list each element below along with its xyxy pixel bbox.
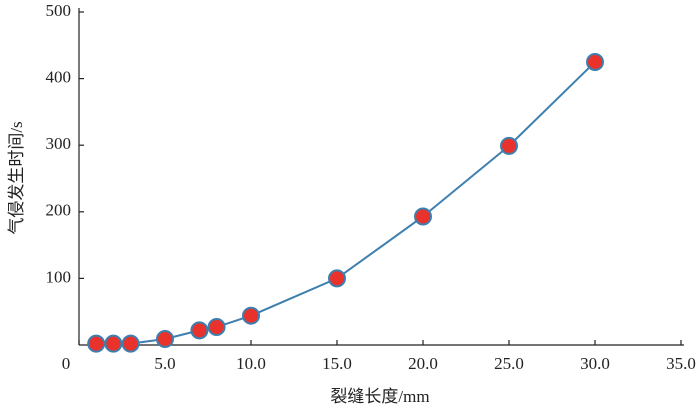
marker	[500, 136, 518, 155]
marker	[242, 306, 260, 325]
marker	[586, 52, 604, 71]
line	[96, 61, 596, 345]
x-tick-label: 25.0	[494, 354, 524, 373]
x-tick-label: 35.0	[666, 354, 696, 373]
y-tick-label: 400	[46, 68, 72, 87]
y-axis-title: 气侵发生时间/s	[7, 121, 26, 234]
x-tick-label: 0	[62, 354, 71, 373]
x-tick-label: 15.0	[322, 354, 352, 373]
y-tick-label: 200	[46, 201, 72, 220]
x-axis-title: 裂缝长度/mm	[330, 387, 429, 406]
x-tick-label: 5.0	[154, 354, 175, 373]
marker	[328, 269, 346, 288]
marker	[87, 334, 106, 353]
y-tick-label: 500	[46, 1, 72, 20]
marker	[121, 334, 140, 353]
y-tick-label: 100	[46, 267, 72, 286]
marker	[104, 334, 123, 353]
marker	[207, 318, 226, 337]
x-tick-label: 30.0	[580, 354, 610, 373]
marker	[156, 330, 174, 349]
marker	[414, 207, 432, 226]
x-tick-label: 20.0	[408, 354, 438, 373]
marker	[190, 321, 209, 340]
y-tick-label: 300	[46, 134, 72, 153]
x-tick-label: 10.0	[236, 354, 266, 373]
